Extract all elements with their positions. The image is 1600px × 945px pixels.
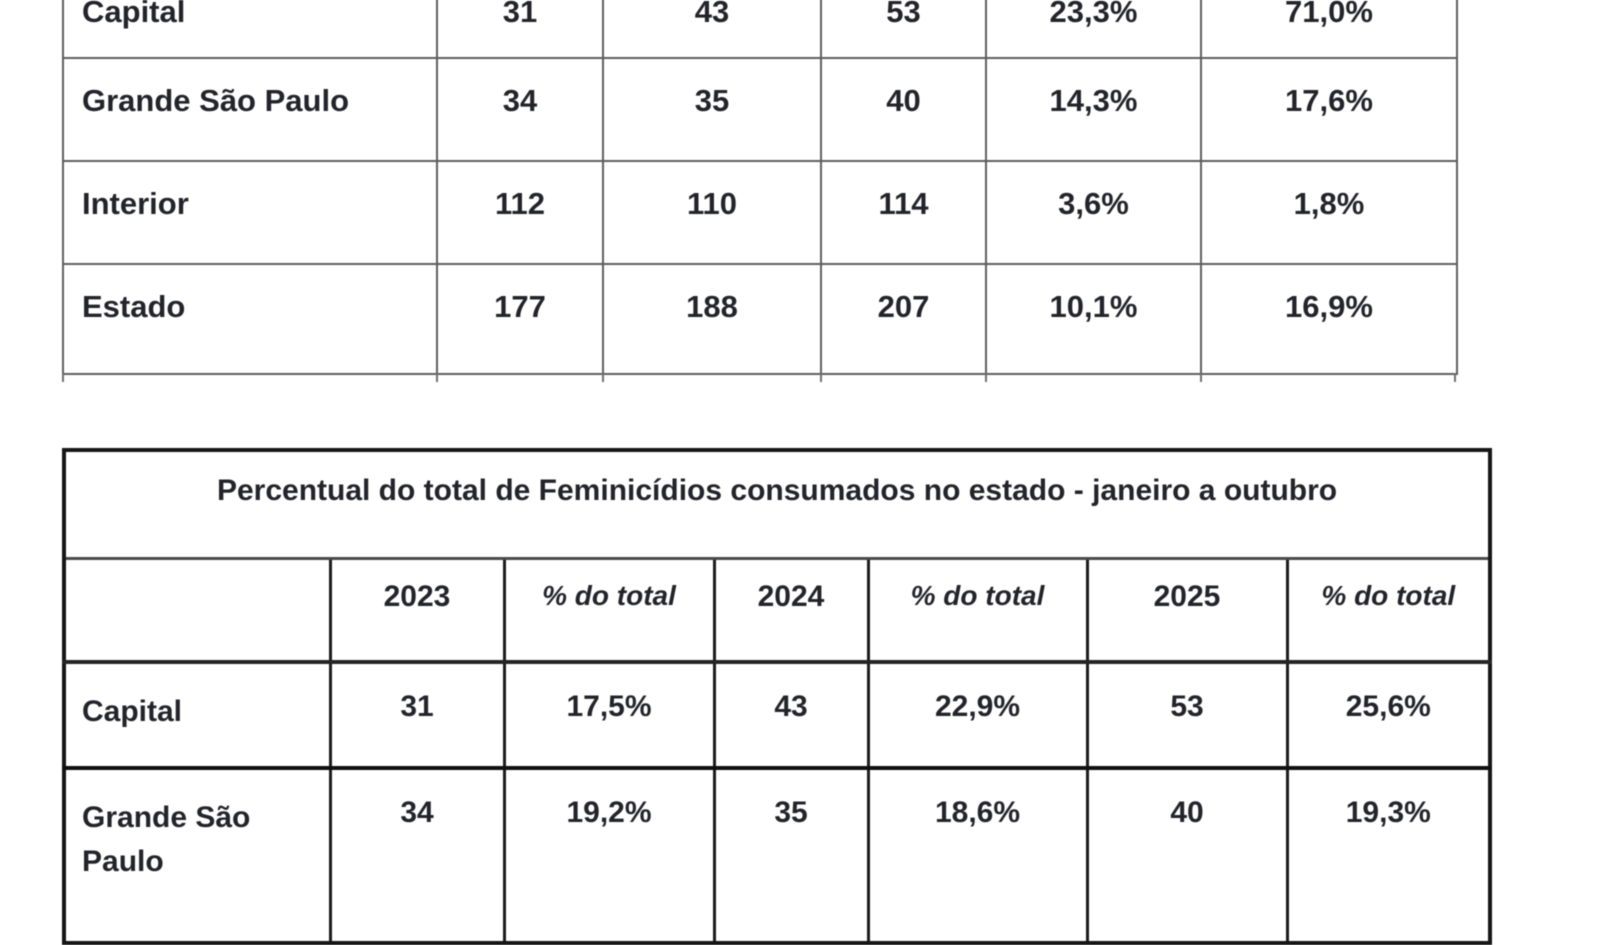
column-header-empty: [62, 556, 332, 664]
table-row: Grande São Paulo 34 35 40 14,3% 17,6%: [62, 57, 1458, 162]
table-row: Estado 177 188 207 10,1% 16,9%: [62, 263, 1458, 375]
row-label: Capital: [62, 0, 438, 59]
column-header-2023: 2023: [328, 556, 506, 664]
table-cell: 16,9%: [1200, 263, 1458, 375]
table-row: Capital 31 17,5% 43 22,9% 53 25,6%: [62, 660, 1492, 770]
table-cell: 14,3%: [985, 57, 1202, 162]
table-cell: 43: [712, 660, 870, 770]
table-cell: 114: [820, 160, 987, 265]
table-cell: 23,3%: [985, 0, 1202, 59]
table-cell: 18,6%: [866, 766, 1089, 945]
table-cell: 207: [820, 263, 987, 375]
row-label: Grande São Paulo: [62, 57, 438, 162]
table-border-tick: [985, 373, 987, 382]
table-cell: 19,2%: [502, 766, 716, 945]
table-header-row: 2023 % do total 2024 % do total 2025 % d…: [62, 556, 1492, 664]
table-cell: 53: [820, 0, 987, 59]
column-header-2025: 2025: [1085, 556, 1289, 664]
table-border-tick: [62, 373, 64, 382]
table-cell: 43: [602, 0, 822, 59]
table-row: Interior 112 110 114 3,6% 1,8%: [62, 160, 1458, 265]
table-border-tick: [436, 373, 438, 382]
table-percentual-feminicidios: Percentual do total de Feminicídios cons…: [62, 448, 1493, 945]
table-title: Percentual do total de Feminicídios cons…: [62, 448, 1492, 560]
table-border-tick: [1454, 373, 1456, 382]
table-title-row: Percentual do total de Feminicídios cons…: [62, 448, 1492, 560]
table-cell: 17,6%: [1200, 57, 1458, 162]
table-cell: 177: [436, 263, 604, 375]
table-cell: 25,6%: [1285, 660, 1492, 770]
table-cell: 53: [1085, 660, 1289, 770]
table-cell: 10,1%: [985, 263, 1202, 375]
table-cell: 19,3%: [1285, 766, 1492, 945]
column-header-pct-total: % do total: [1285, 556, 1492, 664]
row-label: Estado: [62, 263, 438, 375]
table-cell: 40: [820, 57, 987, 162]
table-cell: 22,9%: [866, 660, 1089, 770]
table-cell: 35: [602, 57, 822, 162]
row-label: Interior: [62, 160, 438, 265]
table-cell: 35: [712, 766, 870, 945]
column-header-pct-total: % do total: [502, 556, 716, 664]
table-cell: 112: [436, 160, 604, 265]
report-page: Capital 31 43 53 23,3% 71,0% Grande São …: [62, 0, 1493, 945]
table-cell: 110: [602, 160, 822, 265]
table-cell: 17,5%: [502, 660, 716, 770]
table-cell: 188: [602, 263, 822, 375]
table-border-tick: [820, 373, 822, 382]
column-header-pct-total: % do total: [866, 556, 1089, 664]
table-cell: 40: [1085, 766, 1289, 945]
table-cell: 31: [436, 0, 604, 59]
row-label: Capital: [62, 660, 332, 770]
table-border-tick: [1200, 373, 1202, 382]
table-row: Capital 31 43 53 23,3% 71,0%: [62, 0, 1458, 59]
table-cell: 3,6%: [985, 160, 1202, 265]
table-cell: 34: [436, 57, 604, 162]
column-header-2024: 2024: [712, 556, 870, 664]
table-row: Grande São Paulo 34 19,2% 35 18,6% 40 19…: [62, 766, 1492, 945]
table-cell: 71,0%: [1200, 0, 1458, 59]
table-feminicidios-top: Capital 31 43 53 23,3% 71,0% Grande São …: [62, 0, 1458, 375]
table-cell: 1,8%: [1200, 160, 1458, 265]
table-border-tick: [602, 373, 604, 382]
row-label: Grande São Paulo: [62, 766, 332, 945]
table-cell: 34: [328, 766, 506, 945]
table-cell: 31: [328, 660, 506, 770]
